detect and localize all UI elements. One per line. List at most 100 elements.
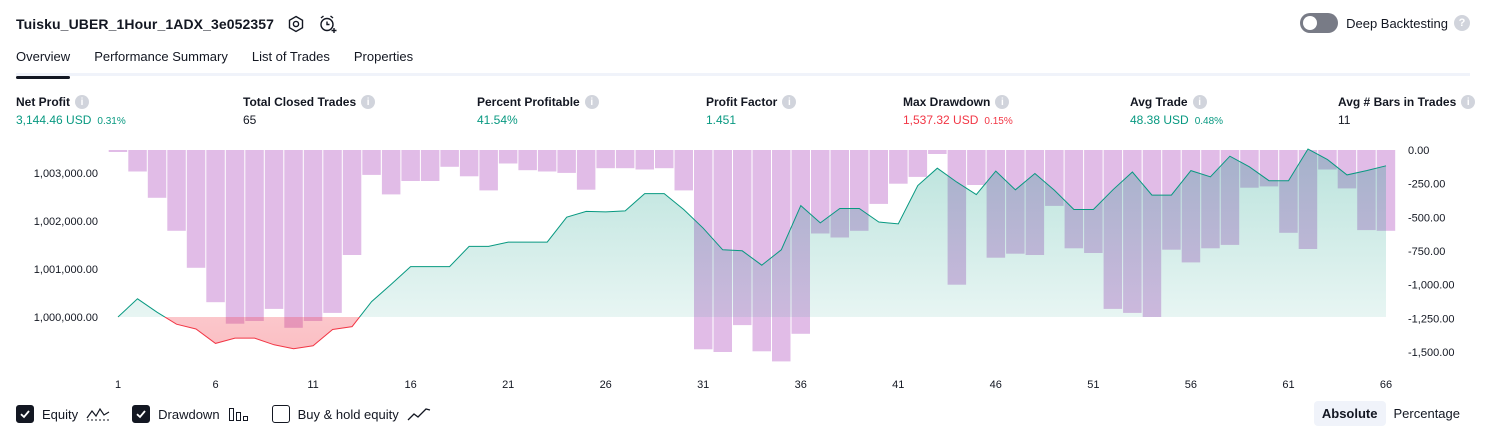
chart-legend: Equity Drawdown Buy & hold equity	[16, 402, 453, 426]
drawdown-bar	[967, 150, 986, 185]
percentage-button[interactable]: Percentage	[1393, 406, 1461, 421]
tab-properties[interactable]: Properties	[353, 49, 414, 64]
metric-value: 1.451	[706, 113, 737, 127]
x-axis-label: 66	[1380, 379, 1392, 391]
deep-backtesting-label: Deep Backtesting	[1346, 15, 1448, 31]
strategy-header: Tuisku_UBER_1Hour_1ADX_3e052357	[16, 10, 338, 38]
info-icon[interactable]: i	[361, 95, 376, 109]
metric-value: 41.54%	[477, 113, 518, 127]
tab-performance-summary[interactable]: Performance Summary	[94, 49, 228, 64]
drawdown-bar	[752, 150, 771, 352]
buy-hold-toggle[interactable]: Buy & hold equity	[271, 405, 431, 423]
metric-percent: 0.15%	[984, 116, 1013, 127]
buy-hold-label: Buy & hold equity	[297, 406, 399, 422]
drawdown-label: Drawdown	[158, 406, 220, 422]
drawdown-bar	[147, 150, 167, 198]
x-axis-label: 26	[600, 379, 612, 391]
x-axis: 1 6 11 16 21 26 31 36 41 46 51 56 61 66	[115, 379, 1392, 391]
info-icon[interactable]: i	[782, 95, 797, 109]
equity-label: Equity	[42, 406, 79, 422]
x-axis-label: 46	[990, 379, 1002, 391]
right-axis-label: -1,250.00	[1408, 313, 1454, 325]
equity-checkbox[interactable]	[16, 405, 34, 423]
drawdown-bar	[440, 150, 459, 167]
equity-line-up	[117, 148, 1387, 317]
info-icon[interactable]: i	[75, 95, 89, 109]
right-axis-label: -1,000.00	[1408, 280, 1454, 292]
drawdown-bar	[206, 150, 225, 303]
scale-toggle: Absolute Percentage	[1313, 401, 1468, 426]
absolute-button[interactable]: Absolute	[1313, 401, 1386, 426]
right-axis-label: -1,500.00	[1408, 347, 1454, 359]
metric-avg-trade: Avg Trade i 48.38 USD 0.48%	[1130, 94, 1223, 129]
drawdown-bar	[576, 150, 596, 190]
info-icon[interactable]: i	[1461, 95, 1476, 109]
right-axis-label: -250.00	[1408, 179, 1445, 191]
drawdown-bar	[518, 150, 537, 171]
metric-net-profit: Net Profit i 3,144.46 USD 0.31%	[16, 94, 126, 129]
metric-label: Avg # Bars in Trades	[1338, 95, 1457, 109]
add-alert-icon[interactable]	[318, 14, 338, 34]
metric-value: 65	[243, 113, 257, 127]
buy-hold-checkbox[interactable]	[271, 405, 290, 423]
drawdown-bar	[479, 150, 498, 191]
right-axis-label: 0.00	[1408, 145, 1429, 157]
drawdown-bar	[342, 150, 362, 255]
tab-list-of-trades[interactable]: List of Trades	[251, 49, 330, 64]
drawdown-bar	[811, 150, 830, 234]
x-axis-label: 61	[1282, 379, 1294, 391]
equity-areas	[118, 149, 1386, 349]
info-icon[interactable]: i	[995, 95, 1010, 109]
drawdown-bar	[401, 150, 420, 181]
equity-wave-icon	[86, 406, 110, 422]
drawdown-bar	[557, 150, 576, 173]
left-axis-label: 1,002,000.00	[34, 216, 98, 228]
metric-label: Avg Trade	[1130, 95, 1188, 109]
equity-drawdown-chart[interactable]: 1,003,000.00 1,002,000.00 1,001,000.00 1,00…	[0, 140, 1486, 395]
metric-max-drawdown: Max Drawdown i 1,537.32 USD 0.15%	[903, 94, 1013, 129]
metric-value: 11	[1338, 113, 1351, 127]
drawdown-bar	[615, 150, 635, 169]
drawdown-bars-icon	[228, 406, 250, 422]
drawdown-bar	[655, 150, 674, 169]
drawdown-bar	[498, 150, 518, 164]
drawdown-bar	[459, 150, 479, 177]
tab-overview[interactable]: Overview	[16, 46, 71, 79]
drawdown-bar	[908, 150, 928, 177]
info-icon[interactable]: i	[1192, 95, 1207, 109]
right-axis-label: -500.00	[1408, 212, 1445, 224]
help-icon[interactable]: ?	[1454, 15, 1470, 31]
gear-icon[interactable]	[286, 14, 306, 34]
drawdown-bar	[264, 150, 284, 309]
drawdown-bar	[284, 150, 303, 328]
drawdown-bar	[381, 150, 401, 195]
metric-value: 3,144.46 USD	[16, 113, 92, 127]
x-axis-label: 36	[795, 379, 807, 391]
x-axis-label: 11	[307, 379, 318, 391]
strategy-name: Tuisku_UBER_1Hour_1ADX_3e052357	[16, 16, 275, 32]
x-axis-label: 51	[1087, 379, 1099, 391]
x-axis-label: 1	[115, 379, 121, 391]
drawdown-bar	[245, 150, 264, 321]
deep-backtesting-toggle[interactable]	[1300, 13, 1339, 33]
left-axis: 1,003,000.00 1,002,000.00 1,001,000.00 1,00…	[34, 168, 98, 324]
right-axis: 0.00 -250.00 -500.00 -750.00 -1,000.00 -1,250…	[1408, 145, 1454, 359]
metric-profit-factor: Profit Factor i 1.451	[706, 94, 797, 129]
drawdown-bar	[167, 150, 186, 231]
drawdown-toggle[interactable]: Drawdown	[132, 405, 249, 423]
equity-toggle[interactable]: Equity	[16, 405, 110, 423]
drawdown-bar	[537, 150, 557, 172]
drawdown-bar	[674, 150, 693, 191]
deep-backtesting: Deep Backtesting ?	[1300, 13, 1470, 33]
metric-avg-bars-in-trades: Avg # Bars in Trades i 11	[1338, 94, 1476, 129]
metric-total-closed-trades: Total Closed Trades i 65	[243, 94, 376, 129]
metric-percent-profitable: Percent Profitable i 41.54%	[477, 94, 599, 129]
info-icon[interactable]: i	[584, 95, 599, 109]
right-axis-label: -750.00	[1408, 246, 1445, 258]
x-axis-label: 16	[404, 379, 416, 391]
drawdown-bar	[420, 150, 440, 181]
x-axis-label: 56	[1185, 379, 1197, 391]
drawdown-checkbox[interactable]	[132, 405, 151, 423]
metric-percent: 0.48%	[1194, 116, 1224, 127]
equity-line-down	[118, 317, 361, 350]
